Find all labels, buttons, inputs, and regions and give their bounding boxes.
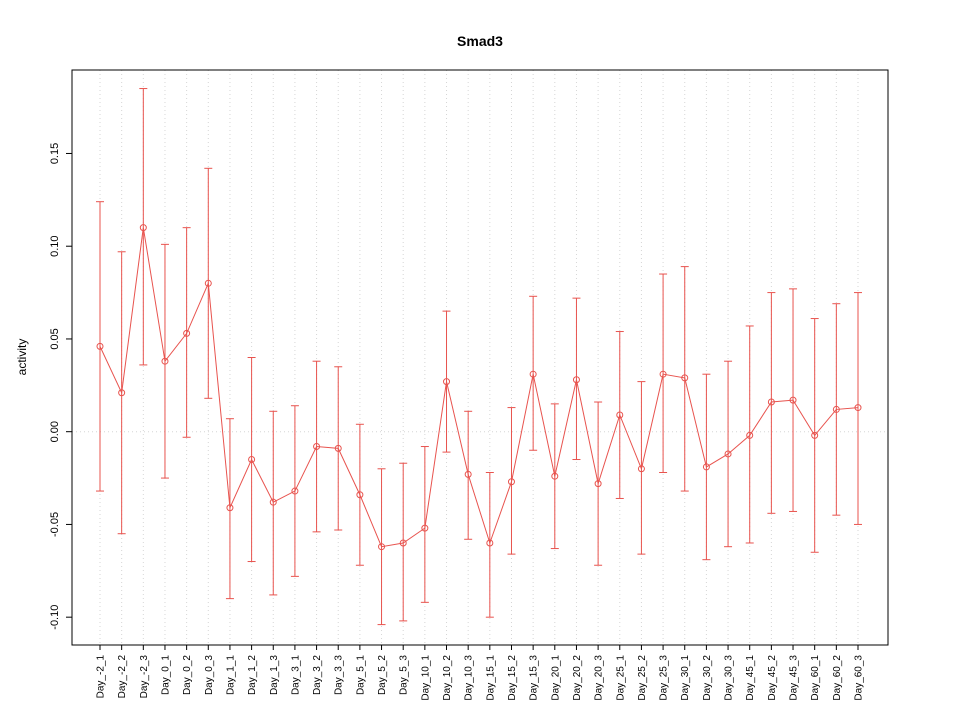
data-point-marker — [269, 498, 277, 506]
data-point-marker — [789, 396, 797, 404]
x-tick-label: Day_60_1 — [810, 655, 821, 701]
chart-title: Smad3 — [457, 33, 503, 49]
data-point-marker — [204, 279, 212, 287]
data-point-marker — [529, 370, 537, 378]
x-tick-label: Day_15_2 — [507, 655, 518, 701]
data-point-marker — [572, 376, 580, 384]
data-point-marker — [291, 487, 299, 495]
data-point-marker — [313, 443, 321, 451]
y-tick-label: 0.05 — [49, 328, 61, 349]
data-point-marker — [551, 472, 559, 480]
x-tick-label: Day_10_1 — [420, 655, 431, 701]
data-point-marker — [334, 444, 342, 452]
data-point-marker — [724, 450, 732, 458]
data-point-marker — [421, 524, 429, 532]
x-tick-label: Day_0_3 — [204, 655, 215, 695]
data-point-marker — [399, 539, 407, 547]
error-bars — [96, 88, 862, 626]
series-line — [99, 227, 859, 548]
x-tick-label: Day_20_1 — [550, 655, 561, 701]
x-tick-label: Day_3_1 — [290, 655, 301, 695]
x-tick-label: Day_0_2 — [182, 655, 193, 695]
x-tick-label: Day_10_3 — [464, 655, 475, 701]
x-tick-label: Day_45_2 — [767, 655, 778, 701]
data-point-marker — [486, 539, 494, 547]
x-tick-label: Day_1_1 — [225, 655, 236, 695]
data-point-marker — [507, 478, 515, 486]
x-tick-label: Day_-2_2 — [117, 655, 128, 699]
data-point-marker — [746, 431, 754, 439]
x-tick-label: Day_15_3 — [529, 655, 540, 701]
x-tick-label: Day_3_2 — [312, 655, 323, 695]
x-tick-label: Day_-2_3 — [139, 655, 150, 699]
x-tick-label: Day_30_1 — [680, 655, 691, 701]
data-point-marker — [248, 456, 256, 464]
x-tick-label: Day_10_2 — [442, 655, 453, 701]
series-points — [96, 224, 862, 551]
x-tick-label: Day_25_1 — [615, 655, 626, 701]
plot-border — [71, 69, 889, 646]
data-point-marker — [96, 342, 104, 350]
y-tick-label: 0.15 — [49, 143, 61, 164]
x-tick-label: Day_25_3 — [659, 655, 670, 701]
x-tick-label: Day_1_2 — [247, 655, 258, 695]
data-point-marker — [616, 411, 624, 419]
x-tick-label: Day_60_3 — [854, 655, 865, 701]
data-point-marker — [226, 504, 234, 512]
data-point-marker — [854, 404, 862, 412]
x-tick-label: Day_15_1 — [485, 655, 496, 701]
plot-area: -0.10 -0.05 0.00 0.05 0.10 0.15 Day_-2_1 Day_-2… — [49, 69, 889, 701]
axes: -0.10 -0.05 0.00 0.05 0.10 0.15 Day_-2_1 Day_-2… — [49, 69, 889, 701]
x-tick-label: Day_45_3 — [789, 655, 800, 701]
data-point-marker — [659, 370, 667, 378]
data-point-marker — [139, 224, 147, 232]
x-tick-label: Day_45_1 — [745, 655, 756, 701]
y-tick-label: 0.00 — [49, 421, 61, 442]
x-tick-label: Day_30_2 — [702, 655, 713, 701]
data-point-marker — [118, 389, 126, 397]
data-point-marker — [811, 431, 819, 439]
data-point-marker — [594, 480, 602, 488]
x-tick-label: Day_5_2 — [377, 655, 388, 695]
data-point-marker — [378, 543, 386, 551]
data-point-marker — [183, 329, 191, 337]
x-tick-label: Day_3_3 — [334, 655, 345, 695]
x-tick-label: Day_1_3 — [269, 655, 280, 695]
data-point-marker — [161, 357, 169, 365]
x-tick-label: Day_25_2 — [637, 655, 648, 701]
grid-lines — [72, 70, 888, 645]
x-tick-label: Day_30_3 — [724, 655, 735, 701]
x-tick-label: Day_60_2 — [832, 655, 843, 701]
data-point-marker — [681, 374, 689, 382]
y-axis-label: activity — [15, 339, 29, 376]
data-point-marker — [443, 378, 451, 386]
data-point-marker — [356, 491, 364, 499]
y-tick-label: 0.10 — [49, 235, 61, 256]
x-tick-label: Day_5_3 — [399, 655, 410, 695]
data-point-marker — [464, 470, 472, 478]
data-point-marker — [702, 463, 710, 471]
y-tick-label: -0.10 — [49, 605, 61, 630]
data-point-marker — [637, 465, 645, 473]
x-tick-label: Day_0_1 — [160, 655, 171, 695]
data-point-marker — [767, 398, 775, 406]
x-tick-label: Day_-2_1 — [96, 655, 107, 699]
x-tick-label: Day_20_3 — [594, 655, 605, 701]
x-tick-label: Day_20_2 — [572, 655, 583, 701]
data-point-marker — [832, 405, 840, 413]
y-tick-label: -0.05 — [49, 512, 61, 537]
x-tick-label: Day_5_1 — [355, 655, 366, 695]
